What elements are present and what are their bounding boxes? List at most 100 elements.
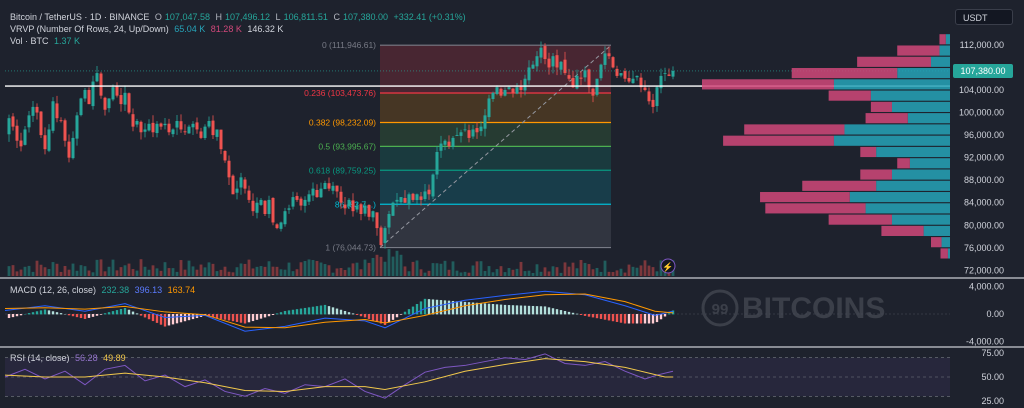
volume-bar: [427, 270, 431, 276]
macd-histogram-bar: [299, 308, 303, 315]
close-label: C: [333, 12, 340, 22]
volume-bar: [239, 263, 243, 276]
volume-profile-up: [891, 169, 950, 180]
volume-bar: [379, 256, 383, 276]
fib-level-label: 0.382 (98,232.09): [309, 118, 376, 128]
currency-button[interactable]: USDT: [955, 9, 1013, 25]
macd-histogram-bar: [531, 305, 535, 315]
macd-header: MACD (12, 26, close) 232.38 396.13 163.7…: [10, 285, 198, 296]
volume-bar: [399, 254, 403, 276]
volume-bar: [579, 259, 583, 276]
candle-body: [615, 68, 619, 76]
macd-histogram-bar: [339, 309, 343, 315]
volume-bar: [91, 272, 95, 276]
volume-bar: [127, 263, 131, 276]
candle-body: [155, 123, 159, 134]
volume-bar: [591, 269, 595, 276]
candle-body: [407, 194, 411, 205]
candle-body: [111, 87, 115, 100]
candle-body: [291, 197, 295, 207]
vol-label[interactable]: Vol · BTC: [10, 36, 49, 46]
volume-profile-up: [939, 45, 950, 56]
candle-body: [455, 135, 459, 137]
volume-bar: [627, 264, 631, 276]
volume-bar: [195, 269, 199, 276]
candle-body: [639, 77, 643, 88]
candle-body: [659, 75, 663, 89]
candle-body: [347, 199, 351, 207]
macd-histogram-bar: [119, 308, 123, 315]
fib-level-label: 0.5 (93,995.67): [318, 141, 376, 151]
macd-histogram-bar: [603, 314, 607, 320]
volume-bar: [55, 263, 59, 276]
macd-histogram-bar: [311, 306, 315, 315]
volume-bar: [503, 272, 507, 276]
volume-bar: [307, 259, 311, 276]
candle-body: [603, 53, 607, 65]
price-axis-tick: 80,000.00: [964, 220, 1004, 230]
rsi-title[interactable]: RSI (14, close): [10, 353, 70, 363]
volume-bar: [19, 269, 23, 276]
candle-body: [71, 137, 75, 159]
macd-hist-value: 232.38: [101, 285, 130, 295]
candle-body: [567, 75, 571, 79]
macd-histogram-bar: [231, 314, 235, 322]
volume-bar: [131, 269, 135, 276]
volume-bar: [567, 266, 571, 276]
macd-histogram-bar: [359, 314, 363, 317]
candle-body: [663, 73, 667, 74]
macd-histogram-bar: [327, 306, 331, 315]
volume-bar: [415, 260, 419, 276]
fib-zone: [380, 146, 611, 171]
macd-histogram-bar: [331, 307, 335, 315]
volume-bar: [219, 269, 223, 276]
candle-body: [287, 208, 291, 210]
fib-zone: [380, 204, 611, 248]
volume-profile-down: [802, 180, 877, 191]
macd-histogram-bar: [415, 303, 419, 315]
volume-bar: [519, 261, 523, 276]
macd-histogram-bar: [379, 314, 383, 324]
candle-body: [275, 224, 279, 229]
macd-histogram-bar: [419, 301, 423, 315]
macd-histogram-bar: [511, 305, 515, 315]
candle-body: [531, 64, 535, 69]
volume-bar: [443, 260, 447, 276]
macd-histogram-bar: [263, 314, 267, 318]
volume-bar: [411, 261, 415, 276]
candle-body: [339, 191, 343, 203]
fib-zone: [380, 92, 611, 123]
macd-histogram-bar: [347, 312, 351, 315]
volume-bar: [343, 269, 347, 276]
volume-bar: [371, 257, 375, 276]
vrvp-label[interactable]: VRVP (Number Of Rows, 24, Up/Down): [10, 24, 169, 34]
symbol-title[interactable]: Bitcoin / TetherUS · 1D · BINANCE: [10, 12, 150, 22]
candle-body: [223, 150, 227, 161]
macd-histogram-bar: [407, 309, 411, 315]
macd-histogram-bar: [211, 314, 215, 318]
macd-histogram-bar: [267, 314, 271, 317]
macd-histogram-bar: [435, 299, 439, 315]
macd-histogram-bar: [71, 314, 75, 317]
macd-histogram-bar: [571, 312, 575, 315]
volume-bar: [271, 266, 275, 276]
macd-histogram-bar: [403, 311, 407, 315]
macd-histogram-bar: [35, 311, 39, 315]
macd-title[interactable]: MACD (12, 26, close): [10, 285, 97, 295]
candle-body: [247, 190, 251, 200]
change-value: +332.41 (+0.31%): [393, 12, 466, 22]
macd-histogram-bar: [663, 314, 667, 317]
candle-body: [31, 106, 35, 116]
macd-histogram-bar: [575, 313, 579, 315]
candle-body: [583, 70, 587, 78]
macd-histogram-bar: [459, 301, 463, 315]
candle-body: [427, 189, 431, 195]
candle-body: [647, 91, 651, 102]
volume-bar: [175, 271, 179, 276]
macd-histogram-bar: [15, 314, 19, 317]
candle-body: [359, 204, 363, 214]
candle-body: [367, 204, 371, 217]
candle-body: [463, 129, 467, 131]
volume-bar: [151, 265, 155, 276]
